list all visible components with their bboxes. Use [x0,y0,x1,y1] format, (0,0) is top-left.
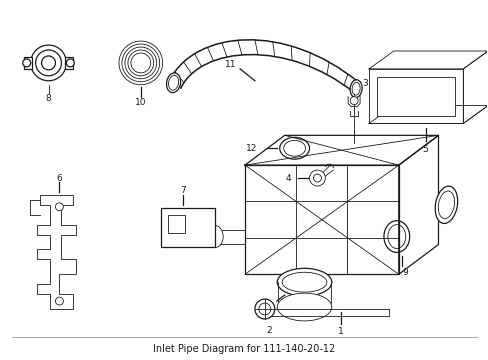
Circle shape [22,59,31,67]
Ellipse shape [168,75,178,90]
Circle shape [313,174,321,182]
Text: 1: 1 [338,327,344,336]
Circle shape [131,53,150,73]
Text: 2: 2 [265,326,271,335]
Bar [65,57,73,69]
Ellipse shape [283,140,305,156]
Text: 7: 7 [180,186,186,195]
Circle shape [55,203,63,211]
Text: 10: 10 [135,98,146,107]
Text: 4: 4 [285,174,291,183]
Text: 12: 12 [245,144,256,153]
Text: 11: 11 [224,60,236,69]
Ellipse shape [349,80,362,98]
Ellipse shape [282,272,326,292]
Ellipse shape [387,225,405,248]
Text: 6: 6 [57,174,62,183]
Ellipse shape [351,82,359,95]
Ellipse shape [207,226,223,247]
Text: Inlet Pipe Diagram for 111-140-20-12: Inlet Pipe Diagram for 111-140-20-12 [153,344,334,354]
Ellipse shape [279,137,309,159]
Circle shape [124,47,156,79]
Circle shape [119,41,163,85]
Circle shape [309,170,325,186]
Circle shape [31,45,66,81]
Text: 3: 3 [361,79,367,88]
Circle shape [66,59,74,67]
Circle shape [254,299,274,319]
Bar [376,77,454,116]
Ellipse shape [434,186,457,224]
Circle shape [55,297,63,305]
Ellipse shape [383,221,409,252]
Circle shape [128,50,153,76]
Ellipse shape [277,268,331,296]
Bar [24,57,32,69]
Circle shape [122,44,160,82]
Text: 9: 9 [401,268,407,277]
Ellipse shape [166,73,180,93]
Bar [167,215,185,233]
Text: 8: 8 [45,94,51,103]
Ellipse shape [437,191,454,219]
Circle shape [258,303,270,315]
Circle shape [41,56,55,70]
Circle shape [349,96,357,105]
Circle shape [36,50,61,76]
Text: 5: 5 [422,145,427,154]
Ellipse shape [277,293,331,321]
Bar [161,208,215,247]
